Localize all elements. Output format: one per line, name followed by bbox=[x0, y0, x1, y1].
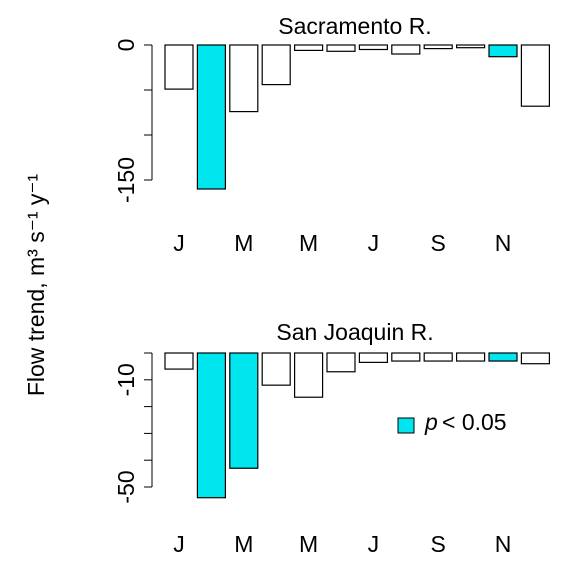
y-tick-label: 0 bbox=[113, 39, 139, 52]
bar bbox=[358, 44, 388, 51]
y-tick-label: -50 bbox=[113, 470, 139, 503]
chart-title: Sacramento R. bbox=[278, 13, 431, 39]
x-tick-label: M bbox=[299, 230, 318, 256]
bar bbox=[196, 44, 226, 190]
bar bbox=[261, 44, 291, 86]
bar bbox=[488, 352, 518, 362]
bar bbox=[391, 352, 421, 362]
bar bbox=[326, 44, 356, 52]
legend-swatch bbox=[397, 417, 415, 434]
chart-title: San Joaquin R. bbox=[276, 319, 433, 345]
y-axis-label: Flow trend, m³ s⁻¹ y⁻¹ bbox=[23, 173, 49, 396]
bar bbox=[294, 44, 324, 52]
x-tick-label: S bbox=[431, 230, 446, 256]
x-tick-label: J bbox=[368, 230, 380, 256]
bar bbox=[391, 44, 421, 55]
bar bbox=[164, 44, 194, 90]
y-tick-label: -150 bbox=[113, 157, 139, 203]
bar bbox=[294, 352, 324, 398]
x-tick-label: N bbox=[495, 531, 512, 557]
bar bbox=[423, 352, 453, 362]
bar bbox=[423, 44, 453, 50]
bar bbox=[261, 352, 291, 386]
x-tick-label: J bbox=[173, 531, 185, 557]
x-tick-label: N bbox=[495, 230, 512, 256]
bar bbox=[456, 352, 486, 362]
x-tick-label: J bbox=[368, 531, 380, 557]
bar bbox=[326, 352, 356, 373]
legend-text: < 0.05 bbox=[442, 409, 507, 435]
legend-symbol: p bbox=[424, 409, 438, 435]
x-tick-label: M bbox=[234, 531, 253, 557]
bar bbox=[520, 44, 551, 107]
y-tick-label: -10 bbox=[113, 363, 139, 396]
bar bbox=[229, 44, 259, 113]
bar bbox=[456, 44, 486, 49]
bar bbox=[358, 352, 388, 363]
bar bbox=[488, 44, 518, 58]
x-tick-label: J bbox=[173, 230, 185, 256]
x-tick-label: M bbox=[234, 230, 253, 256]
x-tick-label: S bbox=[431, 531, 446, 557]
bar bbox=[164, 352, 194, 370]
bar bbox=[196, 352, 226, 499]
bar bbox=[229, 352, 259, 469]
x-tick-label: M bbox=[299, 531, 318, 557]
bar bbox=[520, 352, 551, 365]
